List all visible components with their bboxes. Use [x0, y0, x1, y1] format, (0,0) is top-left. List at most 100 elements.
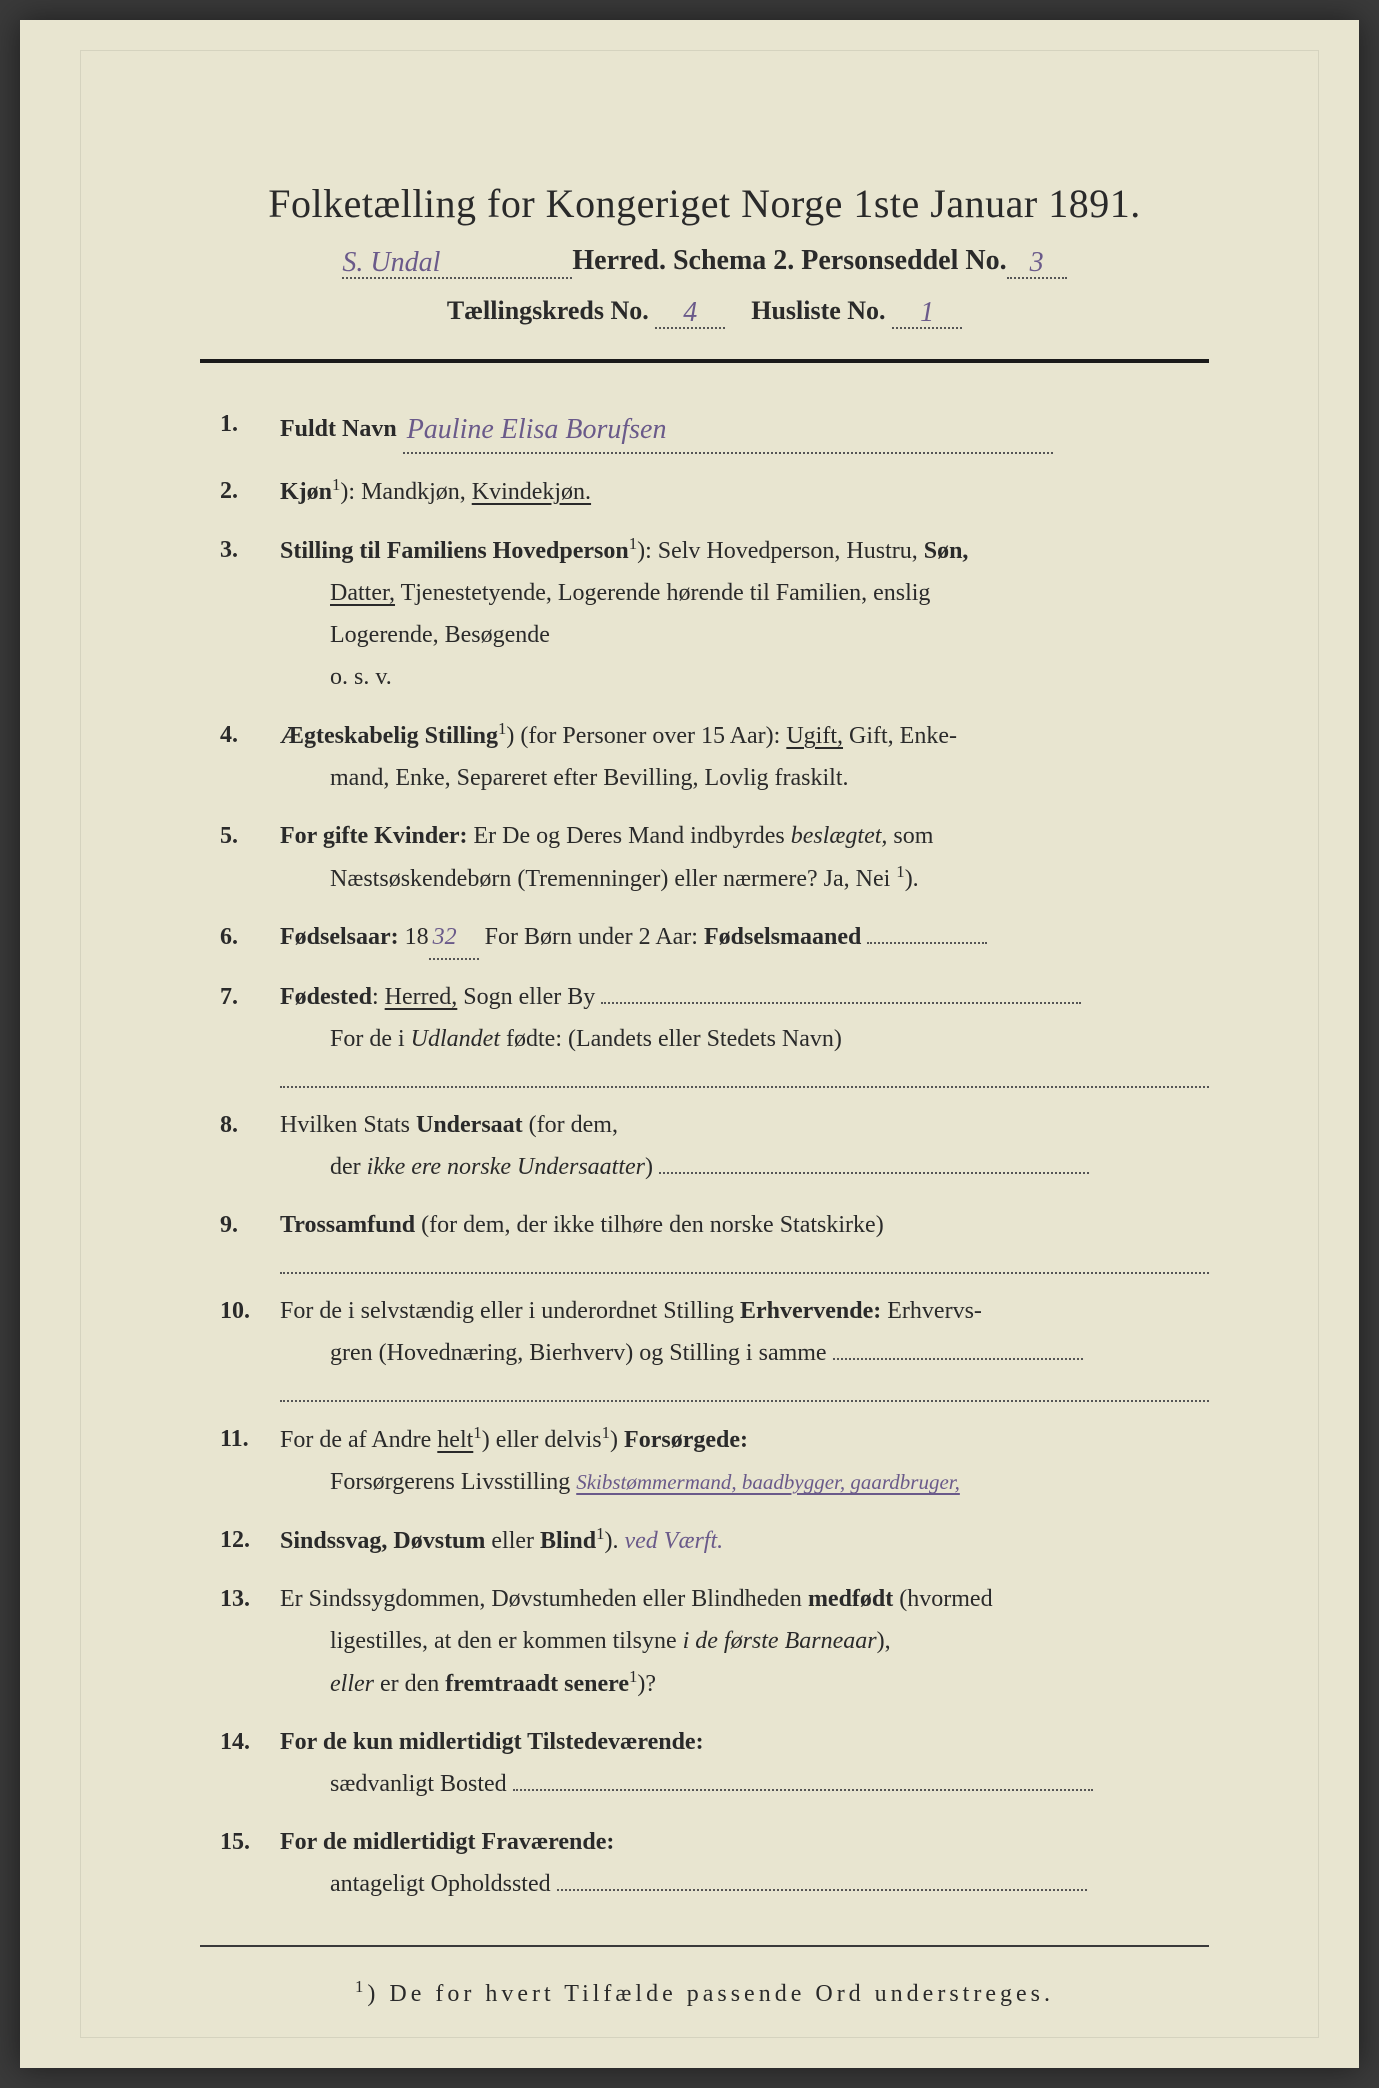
item-number: 4.: [220, 714, 280, 799]
item-number: 14.: [220, 1721, 280, 1805]
item-number: 1.: [220, 403, 280, 454]
item-bold: Undersaat: [416, 1112, 523, 1138]
item-cont: Tjenestetyende, Logerende hørende til Fa…: [395, 580, 930, 606]
item-bold: medfødt: [808, 1586, 893, 1612]
item-text: (for dem, der ikke tilhøre den norske St…: [415, 1212, 884, 1238]
item-11: 11. For de af Andre helt1) eller delvis1…: [220, 1418, 1209, 1503]
item-label: For de kun midlertidigt Tilstedeværende:: [280, 1729, 704, 1755]
item-label: Fuldt Navn: [280, 416, 397, 442]
item-cont: Næstsøskendebørn (Tremenninger) eller næ…: [330, 866, 896, 892]
item-cont: ligestilles, at den er kommen tilsyne: [330, 1628, 683, 1654]
item-italic: beslægtet,: [791, 823, 888, 849]
item-label: Trossamfund: [280, 1212, 415, 1238]
note-handwritten: ved Værft.: [624, 1528, 723, 1554]
item-text: Er Sindssygdommen, Døvstumheden eller Bl…: [280, 1586, 808, 1612]
item-number: 12.: [220, 1519, 280, 1562]
item-cont: antageligt Opholdssted: [330, 1871, 551, 1897]
item-bold: fremtraadt senere: [445, 1671, 629, 1697]
husliste-no: 1: [920, 297, 934, 329]
item-text: : Mandkjøn,: [348, 479, 471, 505]
item-15: 15. For de midlertidigt Fraværende: anta…: [220, 1821, 1209, 1905]
item-5: 5. For gifte Kvinder: Er De og Deres Man…: [220, 815, 1209, 900]
footnote-text: ) De for hvert Tilfælde passende Ord und…: [367, 1981, 1054, 2007]
item-text: For de i selvstændig eller i underordnet…: [280, 1298, 740, 1324]
personseddel-no: 3: [1030, 247, 1044, 279]
item-number: 5.: [220, 815, 280, 900]
item-text: : Selv Hovedperson, Hustru,: [645, 538, 924, 564]
item-cont: o. s. v.: [280, 656, 1209, 698]
item-13: 13. Er Sindssygdommen, Døvstumheden elle…: [220, 1578, 1209, 1705]
item-14: 14. For de kun midlertidigt Tilstedevære…: [220, 1721, 1209, 1805]
item-number: 7.: [220, 976, 280, 1088]
item-label: Ægteskabelig Stilling: [280, 723, 498, 749]
item-text: (hvormed: [893, 1586, 992, 1612]
item-2: 2. Kjøn1): Mandkjøn, Kvindekjøn.: [220, 470, 1209, 513]
item-text: Sogn eller By: [457, 984, 595, 1010]
item-cont: For de i: [330, 1026, 411, 1052]
item-cont: Forsørgerens Livsstilling: [330, 1469, 576, 1495]
item-1: 1. Fuldt Navn Pauline Elisa Borufsen: [220, 403, 1209, 454]
item-cont: er den: [374, 1671, 445, 1697]
full-name-value: Pauline Elisa Borufsen: [407, 405, 667, 454]
husliste-label: Husliste No.: [751, 296, 885, 325]
header-line-2: S. UndalHerred. Schema 2. Personseddel N…: [200, 245, 1209, 279]
kreds-no: 4: [683, 297, 697, 329]
item-text: eller delvis: [490, 1427, 602, 1453]
item-bold: Søn,: [924, 538, 969, 564]
item-number: 2.: [220, 470, 280, 513]
footnote-marker: 1: [355, 1977, 367, 1996]
item-text: Erhvervs-: [881, 1298, 982, 1324]
item-3: 3. Stilling til Familiens Hovedperson1):…: [220, 529, 1209, 698]
item-cont: der: [330, 1154, 367, 1180]
item-label: For de midlertidigt Fraværende:: [280, 1829, 614, 1855]
item-italic: ikke ere norske Undersaatter: [367, 1154, 645, 1180]
divider-rule: [200, 359, 1209, 363]
item-bold: Forsørgede:: [618, 1427, 748, 1453]
item-cont: ?: [645, 1671, 656, 1697]
item-text: For de af Andre: [280, 1427, 437, 1453]
dotted-blank: [280, 1382, 1209, 1402]
item-4: 4. Ægteskabelig Stilling1) (for Personer…: [220, 714, 1209, 799]
item-label: Kjøn: [280, 479, 332, 505]
item-label: For gifte Kvinder:: [280, 823, 468, 849]
item-bold: Fødselsmaaned: [704, 924, 861, 950]
item-text: :: [372, 984, 385, 1010]
header-printed-2: Herred. Schema 2. Personseddel No.: [572, 245, 1006, 276]
item-text: Er De og Deres Mand indbyrdes: [468, 823, 791, 849]
item-number: 15.: [220, 1821, 280, 1905]
item-number: 11.: [220, 1418, 280, 1503]
footnote: 1) De for hvert Tilfælde passende Ord un…: [200, 1977, 1209, 2008]
item-7: 7. Fødested: Herred, Sogn eller By For d…: [220, 976, 1209, 1088]
kreds-label: Tællingskreds No.: [447, 296, 649, 325]
header-line-3: Tællingskreds No. 4 Husliste No. 1: [200, 295, 1209, 329]
item-text: For Børn under 2 Aar:: [479, 924, 704, 950]
item-label: Fødested: [280, 984, 372, 1010]
item-cont: gren (Hovednæring, Bierhverv) og Stillin…: [330, 1340, 827, 1366]
item-label: Fødselsaar:: [280, 924, 399, 950]
item-bold: Blind: [540, 1528, 596, 1554]
item-text: Hvilken Stats: [280, 1112, 416, 1138]
item-text: som: [887, 823, 933, 849]
item-cont: sædvanligt Bosted: [330, 1771, 507, 1797]
dotted-blank: [280, 1254, 1209, 1274]
marital-selected: Ugift,: [786, 723, 843, 749]
item-italic: eller: [330, 1671, 374, 1697]
item-number: 10.: [220, 1290, 280, 1402]
item-number: 6.: [220, 916, 280, 960]
item-9: 9. Trossamfund (for dem, der ikke tilhør…: [220, 1204, 1209, 1274]
item-text: eller: [485, 1528, 540, 1554]
birthplace-selected: Herred,: [385, 984, 458, 1010]
item-10: 10. For de i selvstændig eller i underor…: [220, 1290, 1209, 1402]
item-12: 12. Sindssvag, Døvstum eller Blind1). ve…: [220, 1519, 1209, 1562]
item-number: 9.: [220, 1204, 280, 1274]
census-form-page: Folketælling for Kongeriget Norge 1ste J…: [20, 20, 1359, 2068]
gender-selected: Kvindekjøn.: [472, 479, 591, 505]
dotted-blank: [280, 1068, 1209, 1088]
item-text: Gift, Enke-: [843, 723, 957, 749]
item-cont: mand, Enke, Separeret efter Bevilling, L…: [280, 757, 1209, 799]
item-8: 8. Hvilken Stats Undersaat (for dem, der…: [220, 1104, 1209, 1188]
item-number: 3.: [220, 529, 280, 698]
item-text: (for dem,: [523, 1112, 618, 1138]
item-6: 6. Fødselsaar: 1832 For Børn under 2 Aar…: [220, 916, 1209, 960]
item-cont: Logerende, Besøgende: [280, 614, 1209, 656]
